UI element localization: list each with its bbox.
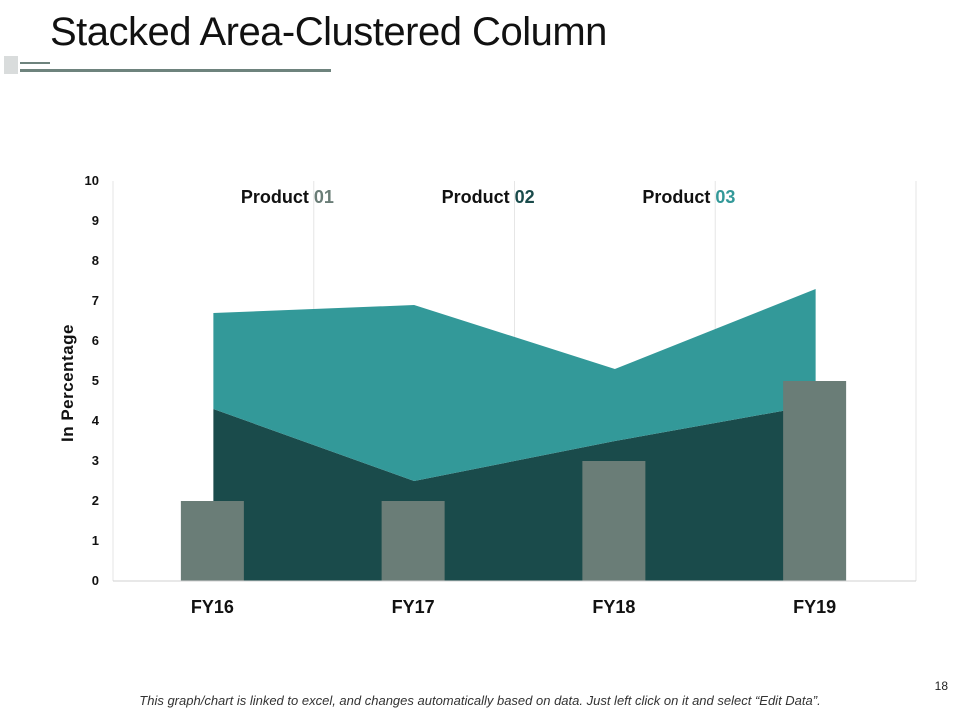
- area-product-03: [213, 289, 816, 481]
- y-tick-label: 0: [92, 573, 99, 588]
- y-tick-label: 2: [92, 493, 99, 508]
- y-tick-label: 9: [92, 213, 99, 228]
- area-product-02: [213, 405, 816, 581]
- column-bar: [582, 461, 646, 581]
- page-number: 18: [934, 679, 948, 693]
- column-bar: [783, 381, 847, 581]
- legend-entry-prefix: Product: [442, 187, 515, 207]
- y-tick-label: 1: [92, 533, 99, 548]
- y-tick-label: 6: [92, 333, 99, 348]
- legend-entry: Product 03: [642, 187, 735, 207]
- legend-entry-prefix: Product: [241, 187, 314, 207]
- title-accent-square: [4, 56, 18, 74]
- column-bar: [180, 501, 244, 581]
- column-layer: [180, 381, 847, 581]
- legend-entry-number: 03: [715, 187, 735, 207]
- y-tick-label: 3: [92, 453, 99, 468]
- y-tick-label: 8: [92, 253, 99, 268]
- legend-entry-number: 02: [515, 187, 535, 207]
- slide-title: Stacked Area-Clustered Column: [50, 10, 607, 54]
- legend-layer: Product 01 Product 02 Product 03: [241, 187, 736, 207]
- footer-note: This graph/chart is linked to excel, and…: [139, 693, 821, 708]
- y-tick-label: 10: [85, 173, 99, 188]
- y-tick-label: 4: [92, 413, 100, 428]
- x-category-label: FY17: [392, 597, 435, 617]
- title-accent-line-short: [20, 62, 50, 64]
- legend-entry-number: 01: [314, 187, 334, 207]
- x-category-label: FY18: [592, 597, 635, 617]
- x-category-label: FY19: [793, 597, 836, 617]
- title-underline: [20, 69, 331, 72]
- legend-entry: Product 02: [442, 187, 535, 207]
- area-layer: [213, 289, 816, 581]
- y-tick-label: 5: [92, 373, 99, 388]
- label-layer: FY16 FY17 FY18 FY19: [191, 597, 836, 617]
- y-axis-title: In Percentage: [58, 324, 77, 442]
- column-bar: [381, 501, 445, 581]
- x-category-label: FY16: [191, 597, 234, 617]
- y-tick-label: 7: [92, 293, 99, 308]
- legend-entry: Product 01: [241, 187, 334, 207]
- legend-entry-prefix: Product: [642, 187, 715, 207]
